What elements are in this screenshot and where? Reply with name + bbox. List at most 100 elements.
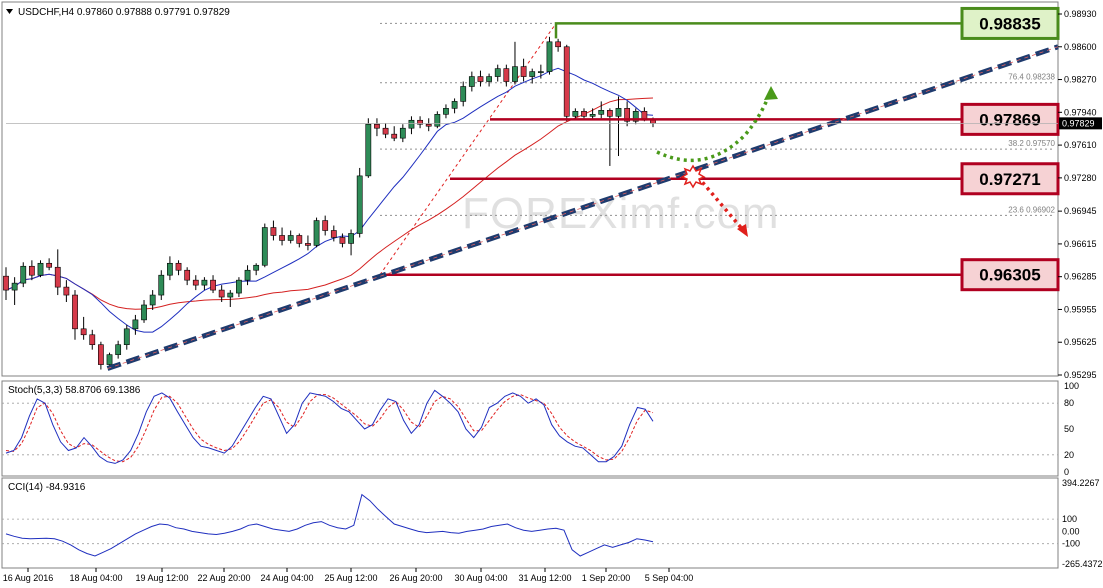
candle-body xyxy=(167,262,173,276)
time-tick-label: 24 Aug 04:00 xyxy=(260,573,313,583)
candle-body xyxy=(253,264,260,271)
level-line-resistance xyxy=(554,22,962,39)
candle-body xyxy=(63,286,70,296)
stoch-tick-label: 100 xyxy=(1064,381,1079,391)
level-box-label: 0.98835 xyxy=(979,14,1040,33)
candle-body xyxy=(54,266,61,288)
time-tick-label: 5 Sep 04:00 xyxy=(645,573,694,583)
price-tick-label: 0.97940 xyxy=(1064,107,1097,117)
candle-body xyxy=(477,76,484,82)
level-box xyxy=(960,162,1060,196)
time-axis: 16 Aug 2016 18 Aug 04:00 19 Aug 12:00 22 Au… xyxy=(3,568,694,583)
moving-averages xyxy=(5,67,654,333)
candle-body xyxy=(434,114,441,127)
candle-body xyxy=(606,110,613,117)
cci-title: CCI(14) -84.9316 xyxy=(8,482,86,493)
price-axis: 0.98930 0.98600 0.98270 0.97940 0.97610 0.972… xyxy=(6,9,1102,380)
candle-body xyxy=(28,265,35,276)
price-tick-label: 0.97610 xyxy=(1064,140,1097,150)
stoch-panel-frame xyxy=(1,380,1059,477)
candle-body xyxy=(236,279,242,294)
candle-body xyxy=(305,243,311,246)
level-box-label: 0.96305 xyxy=(979,266,1040,285)
price-tick-label: 0.95295 xyxy=(1064,370,1097,380)
stoch-title: Stoch(5,3,3) 58.8706 69.1386 xyxy=(8,385,141,396)
candle-body xyxy=(365,123,372,177)
candle-body xyxy=(80,328,87,336)
candle-body xyxy=(227,292,234,298)
candle-body xyxy=(106,354,113,365)
cci-tick-label: -265.4372 xyxy=(1062,559,1103,569)
time-tick-label: 18 Aug 04:00 xyxy=(69,573,122,583)
time-tick-label: 25 Aug 12:00 xyxy=(324,573,377,583)
price-tick-label: 0.98270 xyxy=(1064,75,1097,85)
candle-body xyxy=(529,71,536,77)
candle-body xyxy=(572,111,579,117)
candle-body xyxy=(89,334,96,346)
candle-body xyxy=(313,220,320,246)
cci-tick-label: 394.2267 xyxy=(1062,478,1100,488)
cci-tick-label: 0.00 xyxy=(1062,526,1080,536)
time-tick-label: 30 Aug 04:00 xyxy=(454,573,507,583)
time-tick-label: 1 Sep 20:00 xyxy=(582,573,631,583)
bearish-forecast-arrow xyxy=(696,175,745,232)
stoch-signal-line xyxy=(5,394,654,463)
price-tick-label: 0.96615 xyxy=(1064,239,1097,249)
candle-body xyxy=(218,289,225,298)
candle-body xyxy=(330,230,337,238)
candle-body xyxy=(503,68,510,82)
stoch-tick-label: 20 xyxy=(1064,450,1074,460)
candle-body xyxy=(632,111,639,122)
bullish-forecast-arrow xyxy=(656,91,772,163)
candle-body xyxy=(486,76,492,82)
candle-body xyxy=(210,279,216,291)
bullish-arrow-head xyxy=(764,86,778,100)
main-panel-frame xyxy=(1,1,1059,377)
price-tick-label: 0.97280 xyxy=(1064,173,1097,183)
candle-body xyxy=(158,274,165,296)
bearish-arrow-head xyxy=(737,224,748,237)
stochastic-panel: 100 80 50 20 0 xyxy=(2,381,1079,477)
level-box-label: 0.97869 xyxy=(979,110,1040,129)
candle-body xyxy=(468,76,475,87)
candle-body xyxy=(520,66,527,77)
candle-body xyxy=(3,275,9,291)
price-tick-label: 0.95625 xyxy=(1064,337,1097,347)
cci-line xyxy=(5,493,654,557)
symbol-header: USDCHF,H4 0.97860 0.97888 0.97791 0.9782… xyxy=(18,7,230,18)
fib-level-label: 38.2 0.97570 xyxy=(1008,139,1055,148)
candle-body xyxy=(149,294,156,306)
candle-body xyxy=(37,262,44,276)
candle-body xyxy=(132,319,139,330)
stoch-tick-label: 80 xyxy=(1064,398,1074,408)
candle-body xyxy=(72,294,78,330)
time-tick-label: 26 Aug 20:00 xyxy=(389,573,442,583)
cci-tick-label: -100 xyxy=(1062,539,1080,549)
candle-body xyxy=(296,235,303,244)
candle-body xyxy=(391,133,398,139)
candle-body xyxy=(555,41,561,48)
price-tick-label: 0.95955 xyxy=(1064,304,1097,314)
symbol-menu-chevron-icon[interactable] xyxy=(6,9,13,14)
candle-body xyxy=(382,127,389,135)
candle-body xyxy=(589,114,596,117)
trendline-dash xyxy=(106,44,1059,371)
current-price-marker xyxy=(1059,117,1102,130)
ma-fast-line xyxy=(5,67,654,333)
candle-body xyxy=(192,279,199,286)
time-tick-label: 22 Aug 20:00 xyxy=(197,573,250,583)
ascending-trendline xyxy=(106,44,1059,371)
level-box xyxy=(960,102,1060,136)
candle-body xyxy=(141,304,147,321)
stoch-tick-label: 0 xyxy=(1064,467,1069,477)
cci-panel: 394.2267 100 0.00 -100 -265.4372 xyxy=(2,478,1103,569)
candle-body xyxy=(624,108,631,122)
candle-body xyxy=(184,269,191,281)
candle-body xyxy=(650,119,656,124)
candle-body xyxy=(399,127,406,139)
fib-level-label: 23.6 0.96902 xyxy=(1008,205,1055,214)
breakout-star-icon xyxy=(680,164,706,189)
candle-body xyxy=(261,227,268,266)
candle-body xyxy=(581,111,587,117)
